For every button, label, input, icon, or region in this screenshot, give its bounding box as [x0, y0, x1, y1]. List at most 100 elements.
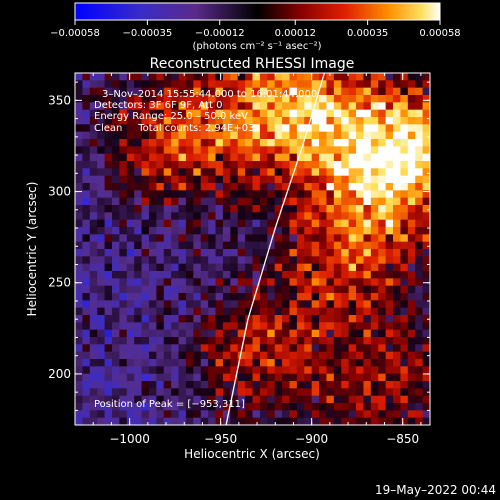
heatmap-cell — [259, 300, 268, 309]
heatmap-cell — [245, 146, 253, 155]
heatmap-cell — [363, 117, 372, 125]
heatmap-cell — [208, 80, 216, 89]
heatmap-cell — [378, 395, 387, 404]
heatmap-cell — [89, 403, 98, 411]
heatmap-cell — [385, 329, 394, 338]
heatmap-cell — [193, 278, 202, 287]
heatmap-cell — [333, 124, 342, 133]
heatmap-cell — [104, 212, 113, 221]
heatmap-cell — [200, 109, 209, 118]
heatmap-cell — [274, 322, 283, 331]
heatmap-cell — [326, 388, 335, 397]
heatmap-cell — [171, 219, 179, 228]
heatmap-cell — [134, 102, 142, 111]
heatmap-cell — [97, 146, 105, 155]
heatmap-cell — [75, 410, 83, 419]
heatmap-cell — [296, 351, 305, 360]
heatmap-cell — [222, 131, 231, 140]
heatmap-cell — [215, 322, 224, 331]
heatmap-cell — [415, 139, 424, 147]
heatmap-cell — [289, 293, 298, 301]
heatmap-cell — [75, 359, 83, 367]
heatmap-cell — [333, 241, 342, 250]
heatmap-cell — [230, 102, 239, 111]
heatmap-cell — [200, 381, 209, 389]
heatmap-cell — [333, 249, 342, 257]
heatmap-cell — [82, 117, 91, 125]
heatmap-cell — [119, 410, 128, 419]
heatmap-cell — [274, 87, 283, 96]
heatmap-cell — [274, 315, 283, 323]
heatmap-cell — [97, 153, 105, 162]
heatmap-cell — [163, 146, 172, 155]
heatmap-cell — [119, 300, 128, 309]
heatmap-cell — [245, 109, 253, 118]
heatmap-cell — [252, 249, 261, 257]
heatmap-cell — [193, 109, 202, 118]
heatmap-cell — [311, 183, 320, 191]
heatmap-cell — [119, 124, 128, 133]
heatmap-cell — [119, 256, 128, 265]
heatmap-cell — [385, 205, 394, 213]
heatmap-cell — [378, 80, 387, 89]
heatmap-cell — [415, 153, 424, 162]
heatmap-cell — [385, 256, 394, 265]
heatmap-cell — [282, 373, 290, 382]
heatmap-cell — [230, 249, 239, 257]
heatmap-cell — [89, 307, 98, 316]
heatmap-cell — [82, 359, 91, 367]
heatmap-cell — [289, 241, 298, 250]
heatmap-cell — [193, 329, 202, 338]
heatmap-cell — [75, 403, 83, 411]
heatmap-cell — [393, 205, 401, 213]
heatmap-cell — [311, 102, 320, 111]
heatmap-cell — [289, 183, 298, 191]
heatmap-cell — [385, 241, 394, 250]
heatmap-cell — [148, 271, 157, 279]
heatmap-cell — [171, 322, 179, 331]
heatmap-cell — [363, 190, 372, 199]
heatmap-cell — [126, 139, 135, 147]
heatmap-cell — [356, 109, 364, 118]
heatmap-cell — [415, 322, 424, 331]
heatmap-cell — [75, 256, 83, 265]
heatmap-cell — [304, 241, 313, 250]
heatmap-cell — [82, 381, 91, 389]
heatmap-cell — [200, 131, 209, 140]
heatmap-cell — [422, 307, 430, 316]
heatmap-cell — [245, 73, 253, 81]
heatmap-cell — [363, 249, 372, 257]
heatmap-cell — [245, 373, 253, 382]
plot-frame — [74, 72, 431, 426]
heatmap-cell — [363, 263, 372, 272]
heatmap-cell — [75, 234, 83, 243]
heatmap-cell — [422, 241, 430, 250]
heatmap-cell — [319, 109, 327, 118]
heatmap-cell — [141, 212, 150, 221]
heatmap-cell — [222, 124, 231, 133]
heatmap-cell — [289, 322, 298, 331]
heatmap-cell — [252, 417, 261, 425]
heatmap-cell — [311, 161, 320, 169]
colorbar-tick-label: −0.00035 — [123, 28, 173, 39]
heatmap-cell — [363, 278, 372, 287]
heatmap-cell — [370, 263, 379, 272]
heatmap-cell — [200, 300, 209, 309]
heatmap-cell — [171, 190, 179, 199]
heatmap-cell — [274, 329, 283, 338]
heatmap-cell — [185, 315, 194, 323]
heatmap-cell — [252, 87, 261, 96]
heatmap-cell — [333, 80, 342, 89]
heatmap-cell — [385, 263, 394, 272]
heatmap-cell — [363, 197, 372, 206]
heatmap-cell — [252, 351, 261, 360]
heatmap-cell — [215, 139, 224, 147]
heatmap-cell — [319, 117, 327, 125]
heatmap-cell — [341, 102, 350, 111]
heatmap-cell — [163, 322, 172, 331]
heatmap-cell — [267, 403, 276, 411]
heatmap-cell — [171, 227, 179, 235]
heatmap-cell — [304, 388, 313, 397]
heatmap-cell — [200, 410, 209, 419]
heatmap-cell — [311, 109, 320, 118]
